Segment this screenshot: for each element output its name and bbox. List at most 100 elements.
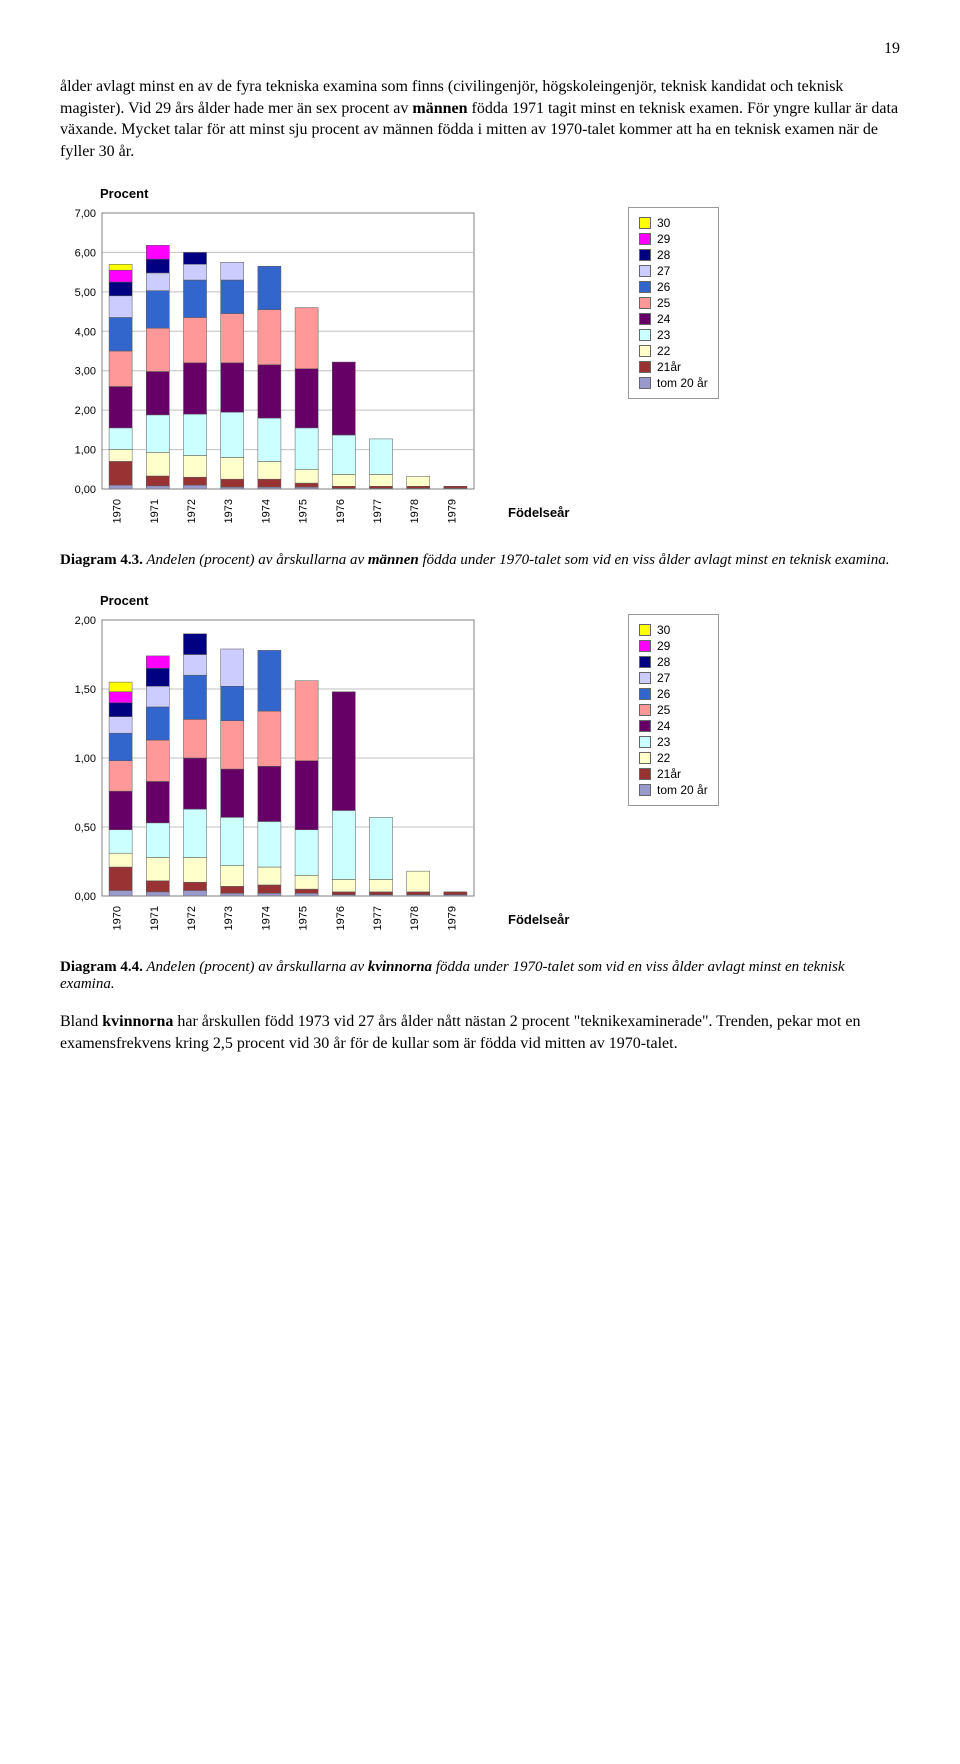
bar-segment xyxy=(258,822,281,868)
bar-segment xyxy=(221,314,244,363)
bar-segment xyxy=(109,761,132,791)
legend-item: 28 xyxy=(639,655,708,669)
bar-segment xyxy=(183,318,206,363)
svg-text:1972: 1972 xyxy=(186,499,198,523)
legend-label: 22 xyxy=(657,751,670,765)
legend-label: 25 xyxy=(657,703,670,717)
bar-segment xyxy=(407,477,430,487)
bar-segment xyxy=(295,428,318,469)
bar-segment xyxy=(332,487,355,489)
bar-segment xyxy=(146,246,169,260)
d44-a: Diagram 4.4. xyxy=(60,959,143,975)
legend-item: 30 xyxy=(639,623,708,637)
legend-swatch xyxy=(639,217,651,229)
chart-a-ylabel: Procent xyxy=(100,186,900,201)
svg-text:1976: 1976 xyxy=(335,906,347,930)
bar-segment xyxy=(258,365,281,418)
bar-segment xyxy=(221,721,244,769)
x-axis-caption: Födelseår xyxy=(508,505,569,520)
bar-segment xyxy=(109,282,132,296)
bar-segment xyxy=(221,649,244,686)
legend-swatch xyxy=(639,313,651,325)
svg-text:2,00: 2,00 xyxy=(75,615,96,627)
legend-label: 27 xyxy=(657,671,670,685)
legend-label: 22 xyxy=(657,344,670,358)
svg-text:1973: 1973 xyxy=(223,499,235,523)
chart-a-block: Procent 0,001,002,003,004,005,006,007,00… xyxy=(60,186,900,542)
bar-segment xyxy=(221,887,244,894)
bar-segment xyxy=(295,308,318,369)
svg-text:1974: 1974 xyxy=(260,499,272,523)
page-number: 19 xyxy=(60,40,900,58)
bar-segment xyxy=(332,692,355,811)
legend-swatch xyxy=(639,361,651,373)
svg-text:1970: 1970 xyxy=(112,499,124,523)
legend-swatch xyxy=(639,656,651,668)
legend-swatch xyxy=(639,281,651,293)
legend-label: 24 xyxy=(657,312,670,326)
bar-segment xyxy=(221,263,244,281)
bar-segment xyxy=(221,458,244,480)
svg-text:4,00: 4,00 xyxy=(75,327,96,339)
p-last-c: har årskullen född 1973 vid 27 års ålder… xyxy=(60,1013,860,1052)
legend-item: 26 xyxy=(639,280,708,294)
bar-segment xyxy=(146,740,169,781)
bar-segment xyxy=(146,669,169,687)
bar-segment xyxy=(109,387,132,428)
bar-segment xyxy=(146,273,169,291)
bar-segment xyxy=(109,791,132,830)
bar-segment xyxy=(332,435,355,474)
legend-item: 29 xyxy=(639,232,708,246)
bar-segment xyxy=(109,891,132,897)
legend-label: 30 xyxy=(657,623,670,637)
svg-text:1979: 1979 xyxy=(446,906,458,930)
chart-b-legend: 30292827262524232221årtom 20 år xyxy=(628,614,719,806)
legend-item: tom 20 år xyxy=(639,783,708,797)
legend-swatch xyxy=(639,672,651,684)
chart-svg: 0,000,501,001,502,0019701971197219731974… xyxy=(60,614,480,944)
bar-segment xyxy=(258,480,281,488)
bar-segment xyxy=(109,703,132,717)
bar-segment xyxy=(295,889,318,893)
bar-segment xyxy=(183,478,206,486)
bar-segment xyxy=(221,363,244,412)
chart-a: 0,001,002,003,004,005,006,007,0019701971… xyxy=(60,207,600,542)
svg-text:1971: 1971 xyxy=(149,906,161,930)
legend-item: 22 xyxy=(639,751,708,765)
bar-segment xyxy=(258,867,281,885)
bar-segment xyxy=(183,485,206,489)
svg-text:6,00: 6,00 xyxy=(75,248,96,260)
bar-segment xyxy=(146,476,169,486)
bar-segment xyxy=(109,351,132,386)
d43-c: männen xyxy=(368,552,419,568)
legend-item: 26 xyxy=(639,687,708,701)
svg-text:1973: 1973 xyxy=(223,906,235,930)
legend-item: 23 xyxy=(639,328,708,342)
bar-segment xyxy=(146,291,169,328)
bar-segment xyxy=(109,734,132,762)
legend-item: 21år xyxy=(639,767,708,781)
legend-item: 28 xyxy=(639,248,708,262)
legend-item: tom 20 år xyxy=(639,376,708,390)
bar-segment xyxy=(183,414,206,455)
bar-segment xyxy=(146,453,169,477)
svg-text:1978: 1978 xyxy=(409,906,421,930)
bar-segment xyxy=(183,858,206,883)
svg-text:1971: 1971 xyxy=(149,499,161,523)
bar-segment xyxy=(258,418,281,461)
legend-label: 28 xyxy=(657,655,670,669)
bar-segment xyxy=(369,487,392,489)
bar-segment xyxy=(369,818,392,880)
legend-item: 27 xyxy=(639,671,708,685)
legend-label: 29 xyxy=(657,232,670,246)
bar-segment xyxy=(221,480,244,488)
svg-text:0,50: 0,50 xyxy=(75,822,96,834)
bar-segment xyxy=(146,260,169,274)
intro-paragraph: ålder avlagt minst en av de fyra teknisk… xyxy=(60,76,900,162)
bar-segment xyxy=(183,720,206,759)
bar-segment xyxy=(109,830,132,853)
bar-segment xyxy=(444,892,467,895)
bar-segment xyxy=(258,767,281,822)
svg-text:1979: 1979 xyxy=(446,499,458,523)
legend-label: 26 xyxy=(657,280,670,294)
